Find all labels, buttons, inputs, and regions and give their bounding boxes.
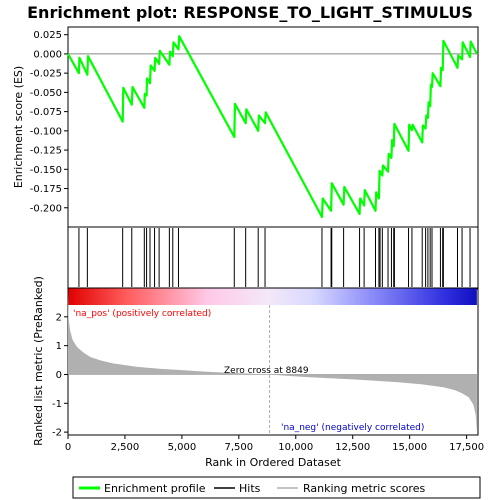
x-axis-label: Rank in Ordered Dataset (205, 456, 342, 469)
x-tick-label: 2,500 (111, 442, 140, 453)
es-y-tick-label: -0.150 (30, 165, 62, 176)
ranking-color-bar (68, 288, 477, 305)
es-y-tick-label: -0.125 (30, 146, 62, 157)
es-y-tick-label: -0.100 (30, 126, 62, 137)
es-y-tick-label: -0.175 (30, 184, 62, 195)
hits-panel-frame (67, 226, 479, 290)
metric-y-ticks: 2 1 0 -1 -2 (52, 312, 68, 439)
metric-y-tick-label: 1 (56, 341, 62, 352)
legend-enrichment-label: Enrichment profile (104, 482, 206, 495)
legend-hits-label: Hits (239, 482, 261, 495)
enrichment-profile-line (67, 35, 478, 219)
positive-correlation-label: 'na_pos' (positively correlated) (73, 309, 211, 319)
x-tick-label: 0 (65, 442, 71, 453)
hits-marks (78, 228, 471, 287)
x-tick-label: 17,500 (449, 442, 484, 453)
legend-box (72, 476, 481, 499)
es-y-tick-label: -0.075 (30, 107, 62, 118)
metric-y-tick-label: 2 (56, 312, 62, 323)
es-y-tick-label: -0.050 (30, 88, 62, 99)
x-tick-label: 10,000 (278, 442, 313, 453)
legend-ranking-label: Ranking metric scores (303, 482, 425, 495)
es-y-axis-label: Enrichment score (ES) (12, 66, 25, 188)
negative-correlation-label: 'na_neg' (negatively correlated) (281, 423, 424, 433)
metric-y-tick-label: -1 (52, 399, 62, 410)
x-tick-label: 7,500 (225, 442, 254, 453)
es-y-ticks: 0.025 0.000 -0.025 -0.050 -0.075 -0.100 -0.125… (30, 30, 68, 214)
zero-cross-label: Zero cross at 8849 (224, 366, 309, 376)
metric-y-tick-label: -2 (52, 428, 62, 439)
x-tick-label: 12,500 (335, 442, 370, 453)
es-y-tick-label: -0.025 (30, 69, 62, 80)
x-axis-ticks: 0 2,500 5,000 7,500 10,000 12,500 15,000 17,500 (65, 435, 484, 453)
chart-title: Enrichment plot: RESPONSE_TO_LIGHT_STIMU… (27, 3, 473, 22)
es-y-tick-label: 0.025 (33, 30, 62, 41)
es-y-tick-label: 0.000 (33, 49, 62, 60)
x-tick-label: 5,000 (168, 442, 197, 453)
es-y-tick-label: -0.200 (30, 203, 62, 214)
x-tick-label: 15,000 (392, 442, 427, 453)
metric-y-axis-label: Ranked list metric (PreRanked) (32, 276, 45, 446)
metric-y-tick-label: 0 (56, 370, 62, 381)
